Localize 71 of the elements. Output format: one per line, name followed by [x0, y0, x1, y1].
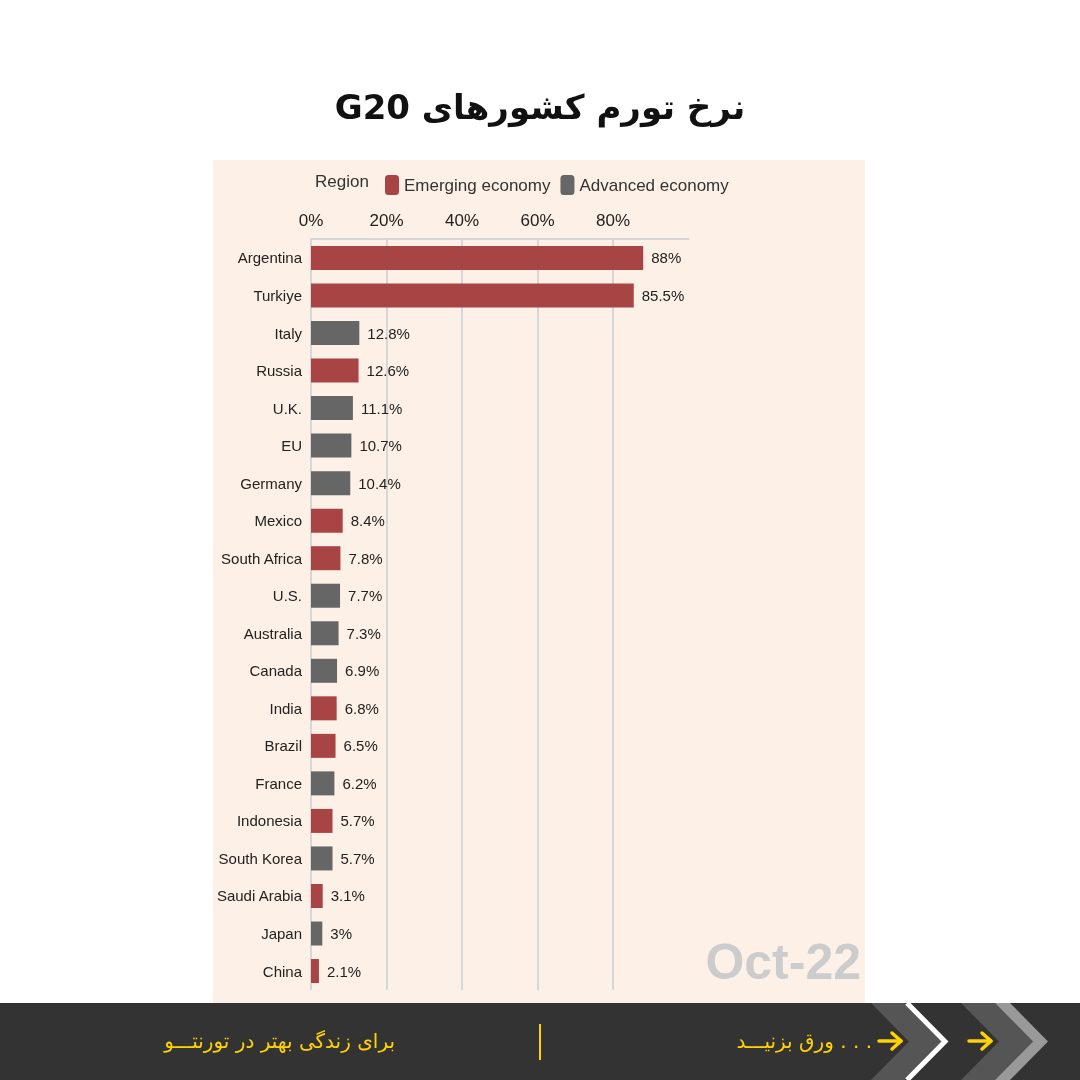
bar [311, 771, 335, 796]
data-label: 88% [651, 249, 682, 267]
bar [311, 808, 333, 833]
bar [311, 883, 323, 908]
bar [311, 621, 339, 646]
data-label: 2.1% [326, 962, 362, 980]
y-tick-label: EU [281, 437, 302, 455]
bar [311, 358, 359, 383]
bar [311, 583, 341, 608]
y-tick-label: Argentina [237, 249, 303, 267]
data-label: 6.2% [342, 774, 377, 792]
y-tick-label: South Africa [221, 549, 303, 567]
bar [311, 546, 341, 571]
chart-title: نرخ تورم کشورهای G20 [333, 86, 747, 130]
bar [311, 471, 351, 496]
y-tick-label: Japan [261, 925, 302, 943]
y-tick-label: Mexico [254, 512, 302, 530]
y-tick-label: Russia [256, 362, 303, 380]
data-label: 6.9% [345, 662, 380, 680]
bar [311, 321, 360, 346]
x-tick-label: 0% [298, 211, 324, 231]
data-label: 5.7% [340, 849, 375, 867]
y-tick-label: Indonesia [236, 812, 303, 830]
data-label: 12.8% [367, 324, 410, 342]
data-label: 6.5% [343, 737, 378, 755]
data-label: 7.8% [348, 549, 383, 567]
y-tick-label: Turkiye [253, 286, 302, 304]
y-tick-label: U.K. [272, 399, 302, 417]
y-tick-label: Canada [249, 662, 303, 680]
data-label: 3% [330, 925, 353, 943]
data-label: 10.7% [359, 437, 402, 455]
x-tick-label: 80% [595, 211, 631, 231]
data-label: 7.3% [346, 624, 381, 642]
data-label: 7.7% [348, 587, 383, 605]
y-tick-label: South Korea [218, 849, 303, 867]
data-label: 8.4% [350, 512, 385, 530]
y-tick-label: Brazil [264, 737, 302, 755]
bar [311, 433, 352, 458]
legend-title: Region [315, 172, 369, 191]
text: برای زندگی بهتر در تورنتـــو [164, 1028, 395, 1055]
bar [311, 921, 323, 946]
x-tick-label: 60% [520, 211, 555, 231]
data-label: 5.7% [340, 812, 375, 830]
legend-label: Advanced economy [579, 175, 730, 195]
data-label: 85.5% [641, 286, 685, 304]
bar [311, 658, 338, 683]
bar [311, 508, 343, 533]
bar [311, 696, 337, 721]
y-tick-label: Italy [274, 324, 303, 342]
data-label: 3.1% [330, 887, 365, 905]
y-tick-label: France [255, 774, 302, 792]
bar [311, 245, 644, 270]
legend-label: Emerging economy [404, 175, 551, 195]
data-label: 10.4% [358, 474, 401, 492]
y-tick-label: India [269, 699, 303, 717]
y-tick-label: China [262, 962, 303, 980]
y-tick-label: Australia [243, 624, 303, 642]
bar [311, 396, 353, 421]
y-tick-label: Saudi Arabia [216, 887, 303, 905]
data-label: 6.8% [344, 699, 379, 717]
bar [311, 283, 634, 308]
text: . . . ورق بزنیـــد [736, 1028, 872, 1055]
data-label: 12.6% [366, 362, 410, 380]
bar [311, 846, 333, 871]
bar [311, 733, 336, 758]
y-tick-label: U.S. [272, 587, 302, 605]
bar [311, 959, 319, 984]
x-tick-label: 20% [369, 211, 404, 231]
x-tick-label: 40% [444, 211, 480, 231]
data-label: 11.1% [360, 399, 403, 417]
y-tick-label: Germany [240, 474, 303, 492]
